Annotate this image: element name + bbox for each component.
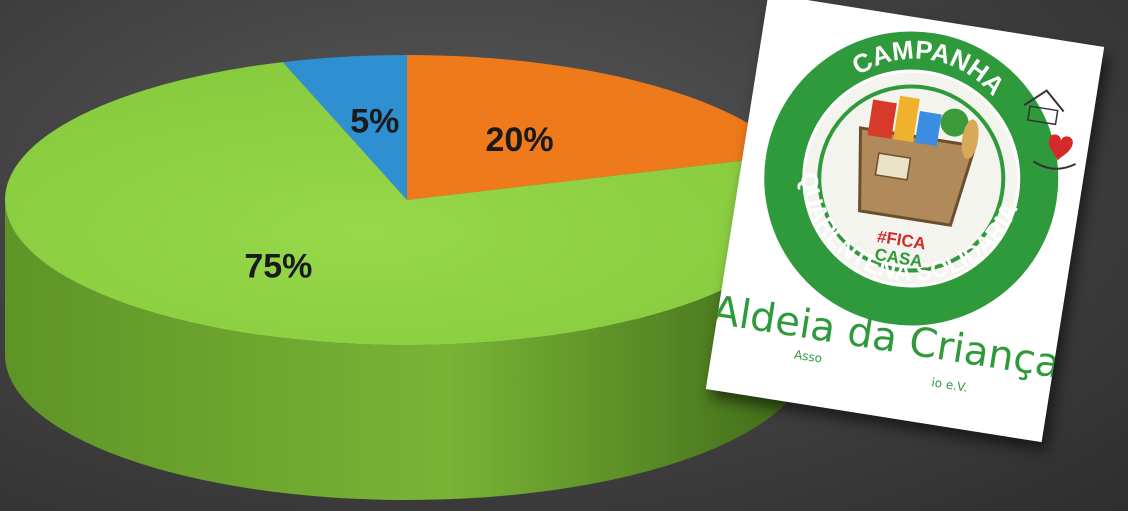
- pie-label-20: 20%: [486, 121, 554, 159]
- pie-labels: 5% 20% 75%: [244, 102, 553, 285]
- logo-ring: [764, 31, 1059, 326]
- house-icon: [1023, 89, 1065, 126]
- pie-label-75: 75%: [244, 247, 312, 285]
- logo-tagline-right: io e.V.: [931, 375, 969, 394]
- logo-tagline-left: Asso: [793, 347, 823, 365]
- grocery-basket-icon: [858, 95, 979, 227]
- pie-label-5: 5%: [350, 102, 399, 140]
- pie-slice-20: [407, 55, 790, 200]
- pie-top-face: [4, 55, 809, 346]
- pie-slice-75: [4, 62, 809, 346]
- pie-side-wall-75: [5, 200, 809, 500]
- heart-hand-icon: [1032, 134, 1076, 170]
- pie-slice-5: [282, 55, 407, 200]
- campaign-logo: CAMPANHA QUARENTENA SOLIDÁRIA #FICA CASA…: [705, 0, 1105, 443]
- pie-side-wall: [5, 200, 809, 500]
